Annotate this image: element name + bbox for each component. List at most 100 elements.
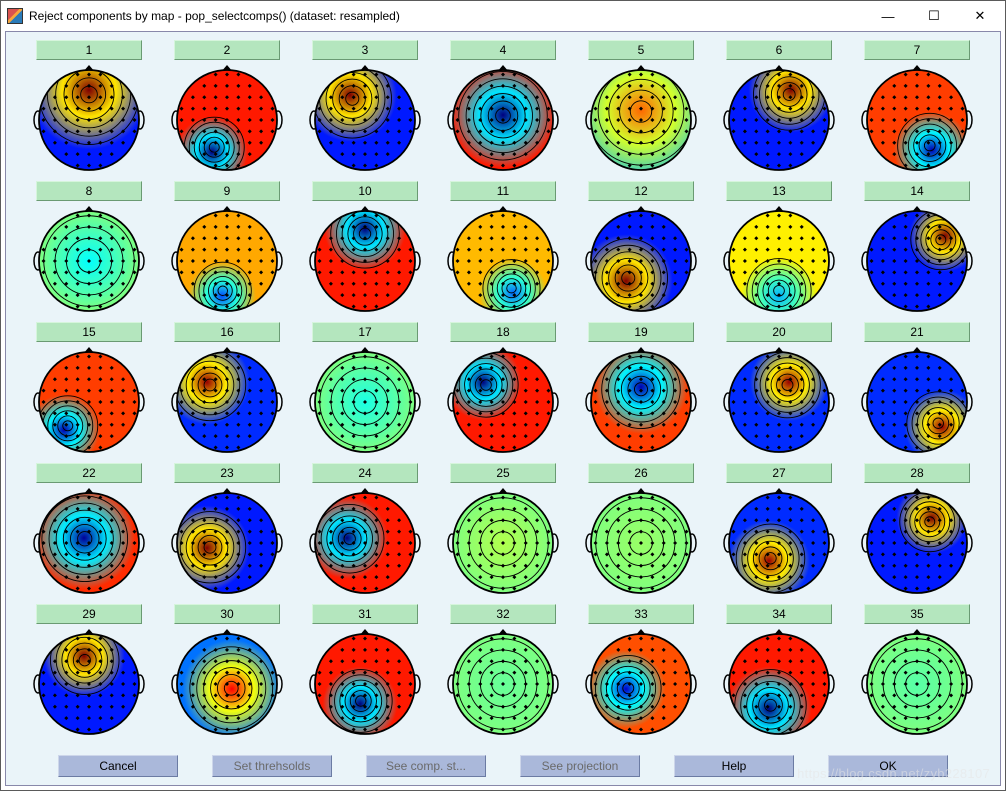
cancel-button[interactable]: Cancel [58, 755, 178, 777]
help-button[interactable]: Help [674, 755, 794, 777]
component-button-23[interactable]: 23 [174, 463, 280, 483]
maximize-button[interactable]: ☐ [911, 1, 957, 31]
close-button[interactable]: ✕ [957, 1, 1003, 31]
component-cell: 9 [160, 181, 294, 320]
topoplot-14[interactable] [861, 203, 973, 315]
component-button-19[interactable]: 19 [588, 322, 694, 342]
component-cell: 18 [436, 322, 570, 461]
component-button-27[interactable]: 27 [726, 463, 832, 483]
topoplot-19[interactable] [585, 344, 697, 456]
component-button-25[interactable]: 25 [450, 463, 556, 483]
component-cell: 17 [298, 322, 432, 461]
component-cell: 7 [850, 40, 984, 179]
component-button-32[interactable]: 32 [450, 604, 556, 624]
component-cell: 27 [712, 463, 846, 602]
topoplot-34[interactable] [723, 626, 835, 738]
component-cell: 13 [712, 181, 846, 320]
component-button-7[interactable]: 7 [864, 40, 970, 60]
window-controls: — ☐ ✕ [865, 1, 1003, 31]
component-cell: 14 [850, 181, 984, 320]
component-button-13[interactable]: 13 [726, 181, 832, 201]
component-button-10[interactable]: 10 [312, 181, 418, 201]
topoplot-25[interactable] [447, 485, 559, 597]
component-button-6[interactable]: 6 [726, 40, 832, 60]
topoplot-12[interactable] [585, 203, 697, 315]
component-button-5[interactable]: 5 [588, 40, 694, 60]
component-button-29[interactable]: 29 [36, 604, 142, 624]
component-button-28[interactable]: 28 [864, 463, 970, 483]
component-button-22[interactable]: 22 [36, 463, 142, 483]
component-cell: 24 [298, 463, 432, 602]
topoplot-13[interactable] [723, 203, 835, 315]
topoplot-24[interactable] [309, 485, 421, 597]
topoplot-27[interactable] [723, 485, 835, 597]
see-stats-button: See comp. st... [366, 755, 486, 777]
component-button-4[interactable]: 4 [450, 40, 556, 60]
topoplot-16[interactable] [171, 344, 283, 456]
component-cell: 19 [574, 322, 708, 461]
component-button-16[interactable]: 16 [174, 322, 280, 342]
component-button-26[interactable]: 26 [588, 463, 694, 483]
ok-button[interactable]: OK [828, 755, 948, 777]
client-area: 1234567891011121314151617181920212223242… [5, 31, 1001, 786]
component-button-17[interactable]: 17 [312, 322, 418, 342]
component-button-21[interactable]: 21 [864, 322, 970, 342]
topoplot-33[interactable] [585, 626, 697, 738]
topoplot-4[interactable] [447, 62, 559, 174]
minimize-button[interactable]: — [865, 1, 911, 31]
component-button-2[interactable]: 2 [174, 40, 280, 60]
component-cell: 16 [160, 322, 294, 461]
titlebar: Reject components by map - pop_selectcom… [1, 1, 1005, 31]
topoplot-9[interactable] [171, 203, 283, 315]
topoplot-7[interactable] [861, 62, 973, 174]
component-cell: 29 [22, 604, 156, 743]
component-cell: 15 [22, 322, 156, 461]
topoplot-5[interactable] [585, 62, 697, 174]
topoplot-6[interactable] [723, 62, 835, 174]
topoplot-29[interactable] [33, 626, 145, 738]
topoplot-30[interactable] [171, 626, 283, 738]
component-button-12[interactable]: 12 [588, 181, 694, 201]
component-button-35[interactable]: 35 [864, 604, 970, 624]
topoplot-26[interactable] [585, 485, 697, 597]
component-cell: 10 [298, 181, 432, 320]
topoplot-20[interactable] [723, 344, 835, 456]
topoplot-1[interactable] [33, 62, 145, 174]
window-title: Reject components by map - pop_selectcom… [29, 9, 865, 23]
topoplot-18[interactable] [447, 344, 559, 456]
topoplot-8[interactable] [33, 203, 145, 315]
topoplot-2[interactable] [171, 62, 283, 174]
component-button-9[interactable]: 9 [174, 181, 280, 201]
app-window: Reject components by map - pop_selectcom… [0, 0, 1006, 791]
topoplot-35[interactable] [861, 626, 973, 738]
component-button-1[interactable]: 1 [36, 40, 142, 60]
component-button-18[interactable]: 18 [450, 322, 556, 342]
component-button-30[interactable]: 30 [174, 604, 280, 624]
component-cell: 22 [22, 463, 156, 602]
component-button-3[interactable]: 3 [312, 40, 418, 60]
component-button-33[interactable]: 33 [588, 604, 694, 624]
topoplot-28[interactable] [861, 485, 973, 597]
component-cell: 6 [712, 40, 846, 179]
component-button-31[interactable]: 31 [312, 604, 418, 624]
topoplot-23[interactable] [171, 485, 283, 597]
topoplot-3[interactable] [309, 62, 421, 174]
topoplot-17[interactable] [309, 344, 421, 456]
topoplot-10[interactable] [309, 203, 421, 315]
topoplot-22[interactable] [33, 485, 145, 597]
component-cell: 3 [298, 40, 432, 179]
component-button-8[interactable]: 8 [36, 181, 142, 201]
component-button-15[interactable]: 15 [36, 322, 142, 342]
topoplot-31[interactable] [309, 626, 421, 738]
topoplot-32[interactable] [447, 626, 559, 738]
component-cell: 30 [160, 604, 294, 743]
component-button-24[interactable]: 24 [312, 463, 418, 483]
topoplot-15[interactable] [33, 344, 145, 456]
component-button-14[interactable]: 14 [864, 181, 970, 201]
component-cell: 35 [850, 604, 984, 743]
component-button-11[interactable]: 11 [450, 181, 556, 201]
topoplot-11[interactable] [447, 203, 559, 315]
topoplot-21[interactable] [861, 344, 973, 456]
component-button-34[interactable]: 34 [726, 604, 832, 624]
component-button-20[interactable]: 20 [726, 322, 832, 342]
